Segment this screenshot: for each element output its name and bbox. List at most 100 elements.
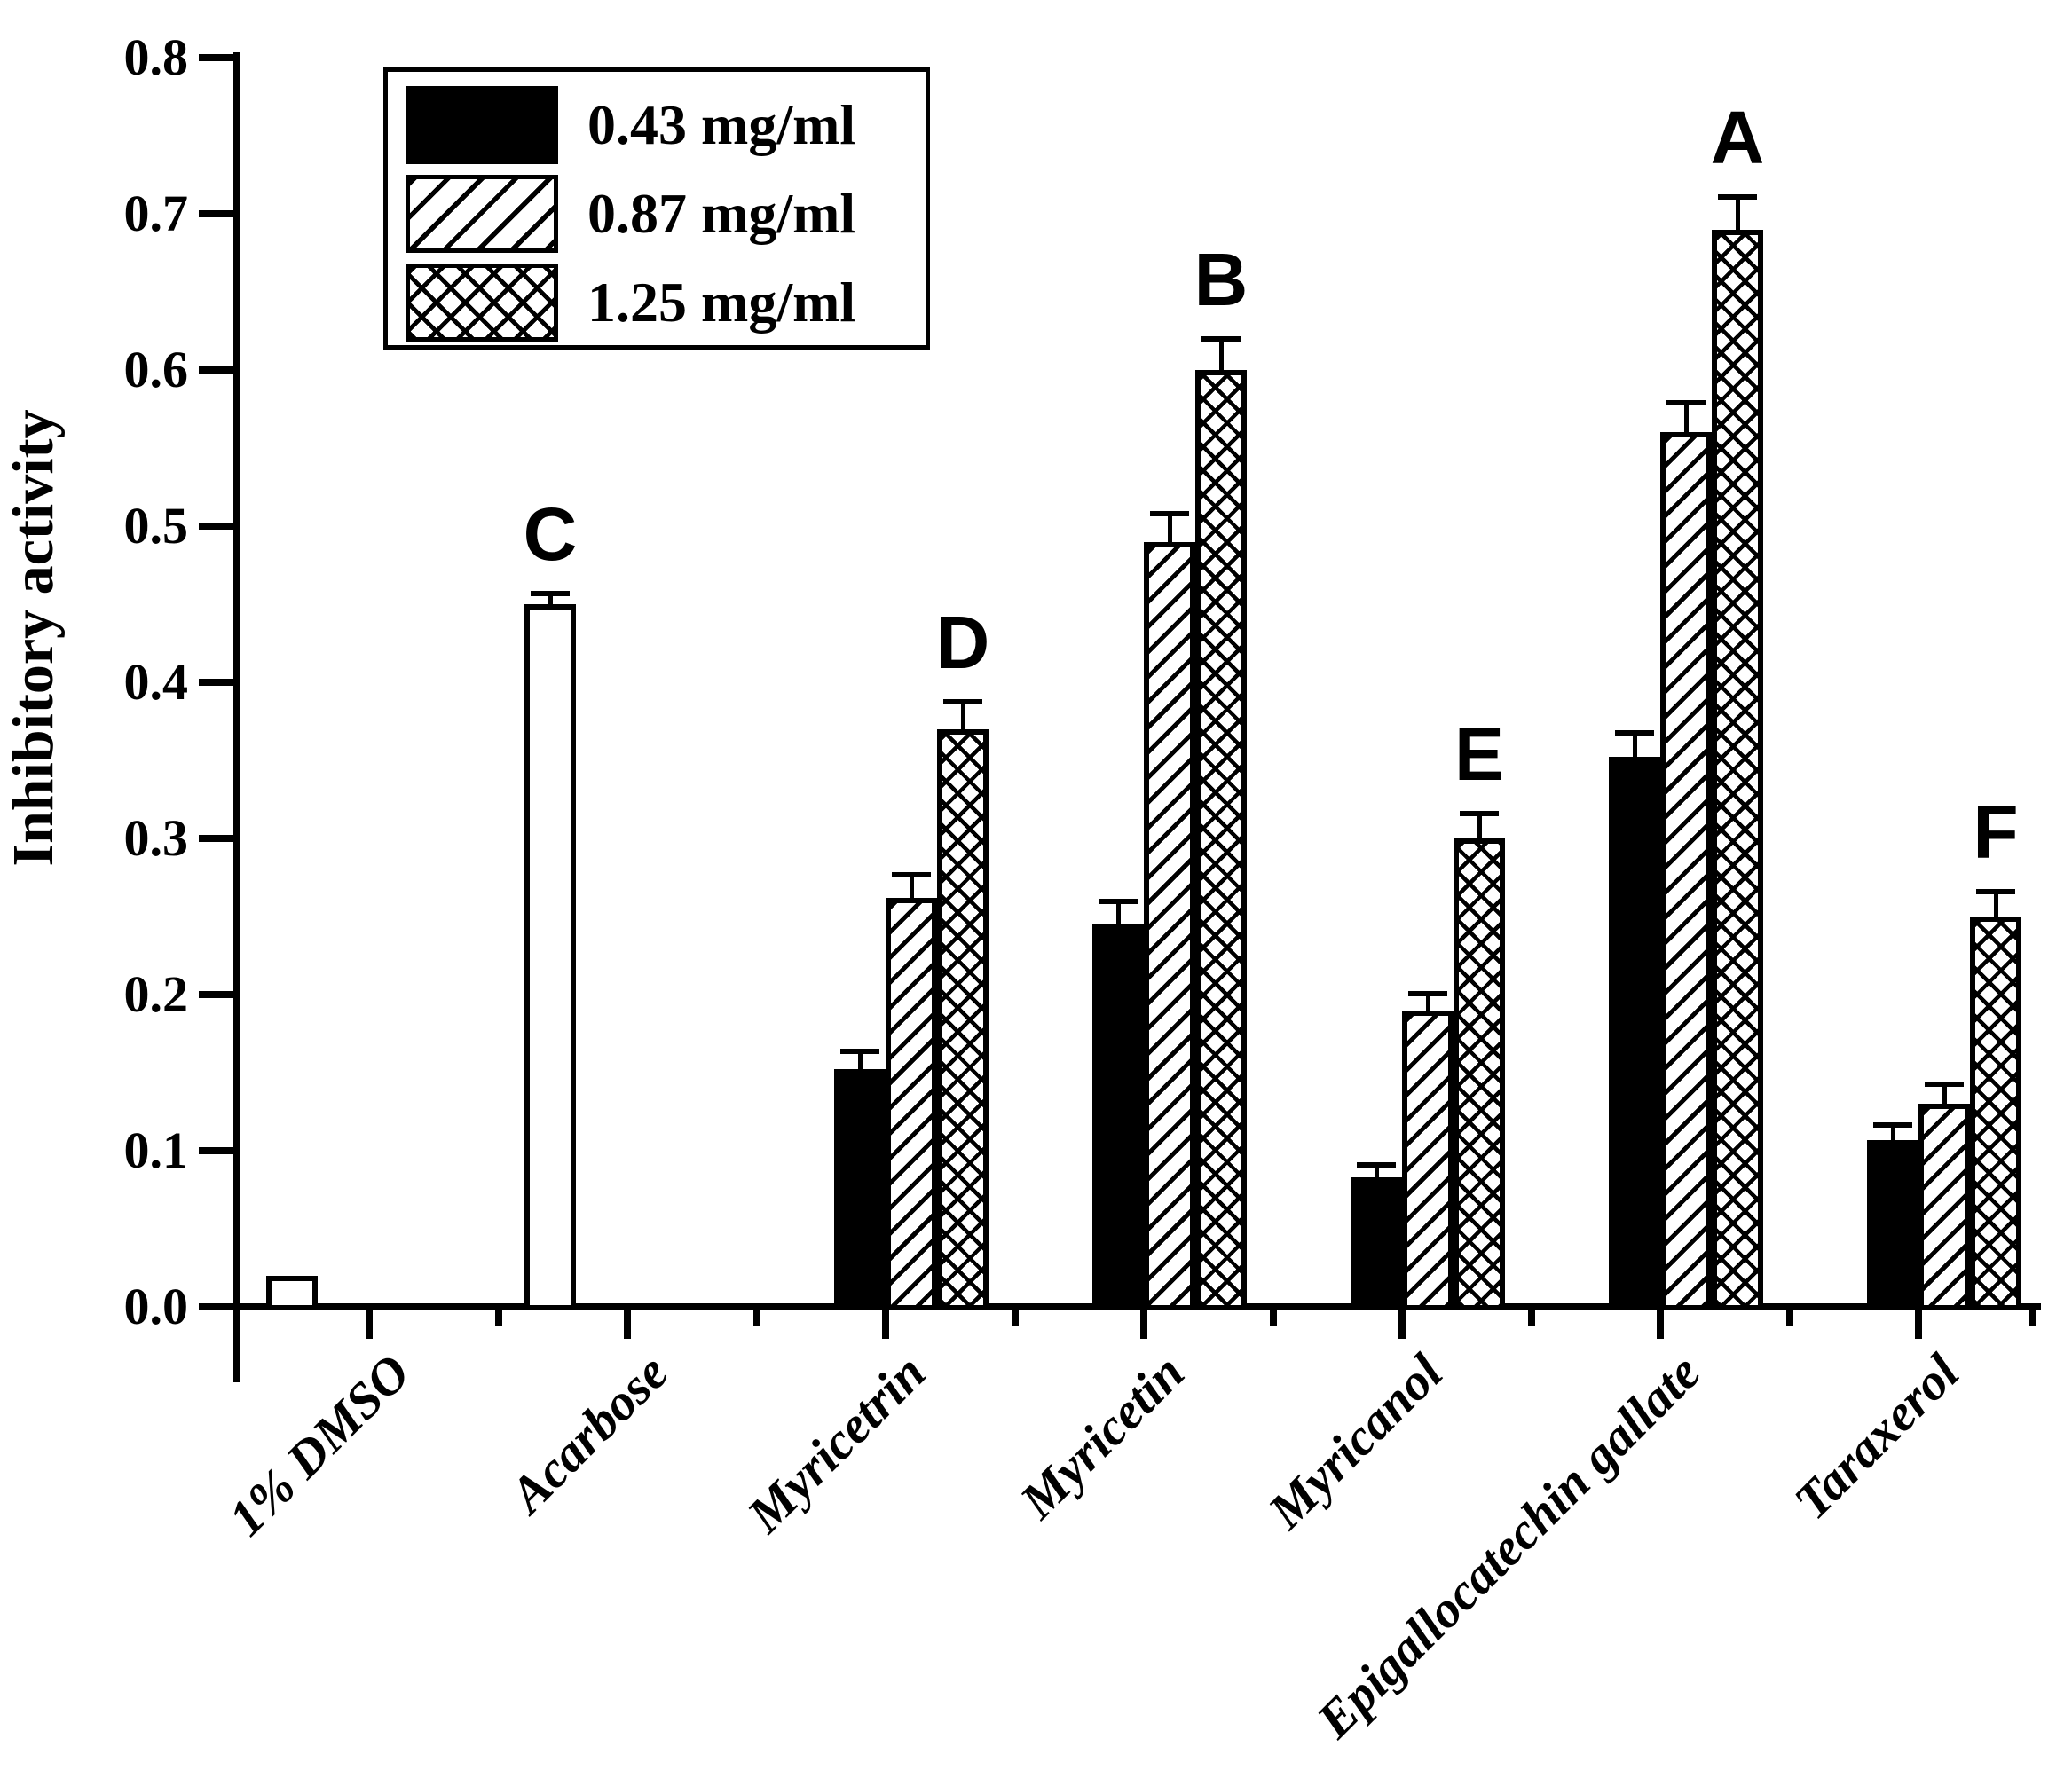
x-major-tick: [1657, 1310, 1664, 1339]
bar-cross: [1712, 230, 1763, 1310]
significance-letter: B: [1194, 238, 1249, 322]
error-bar-cap: [1201, 336, 1241, 342]
significance-letter: A: [1710, 96, 1765, 180]
error-bar-stem: [1632, 735, 1637, 757]
error-bar-stem: [1374, 1168, 1379, 1177]
y-tick: [199, 210, 240, 217]
y-tick: [199, 991, 240, 998]
error-bar-cap: [1099, 898, 1138, 904]
x-major-tick: [1140, 1310, 1147, 1339]
x-major-tick: [1398, 1310, 1406, 1339]
bar-cross: [1195, 370, 1247, 1310]
legend: 0.43 mg/ml 0.87 mg/ml 1.25 mg/ml: [383, 67, 930, 350]
significance-letter: E: [1454, 712, 1505, 797]
x-minor-tick: [1011, 1310, 1019, 1326]
y-tick: [199, 1303, 240, 1310]
error-bar-stem: [1993, 894, 1998, 917]
x-minor-tick: [752, 1310, 760, 1326]
legend-swatch-solid-black: [406, 86, 558, 164]
x-category-label: Acarbose: [498, 1342, 679, 1524]
bar-cross: [937, 729, 989, 1310]
x-minor-tick: [1527, 1310, 1535, 1326]
x-minor-tick: [1785, 1310, 1793, 1326]
error-bar-cap: [531, 591, 570, 597]
y-tick-label: 0.5: [123, 497, 189, 555]
bar-solid: [1609, 757, 1660, 1310]
error-bar-stem: [1942, 1086, 1947, 1104]
y-tick: [199, 1147, 240, 1154]
significance-letter: F: [1973, 791, 2019, 875]
error-bar-stem: [1890, 1127, 1895, 1140]
y-tick-label: 0.4: [123, 653, 189, 711]
error-bar-cap: [1925, 1081, 1964, 1087]
bar-hatch: [1660, 432, 1712, 1310]
bar-cross: [1454, 838, 1505, 1310]
error-bar-stem: [1735, 200, 1740, 230]
x-major-tick: [366, 1310, 373, 1339]
x-minor-tick: [494, 1310, 502, 1326]
error-bar-stem: [548, 596, 553, 604]
error-bar-stem: [1683, 405, 1689, 432]
x-minor-tick: [2029, 1310, 2036, 1326]
y-tick: [199, 366, 240, 374]
bar-cross: [1970, 917, 2021, 1310]
x-minor-tick: [1269, 1310, 1277, 1326]
y-tick-label: 0.7: [123, 185, 189, 242]
legend-label: 1.25 mg/ml: [587, 271, 856, 334]
legend-label: 0.43 mg/ml: [587, 93, 856, 156]
error-bar-cap: [1718, 194, 1757, 201]
legend-swatch-diagonal-hatch: [406, 175, 558, 253]
legend-item: 0.87 mg/ml: [388, 175, 926, 253]
error-bar-stem: [909, 877, 914, 898]
error-bar-stem: [960, 704, 965, 729]
bar-open: [524, 604, 576, 1310]
error-bar-cap: [892, 872, 931, 877]
error-bar-cap: [1976, 889, 2015, 895]
x-category-label: Myricetin: [1008, 1342, 1195, 1530]
x-category-label: Myricetrin: [736, 1342, 937, 1544]
error-bar-cap: [840, 1048, 879, 1054]
y-tick: [199, 679, 240, 686]
y-tick: [199, 835, 240, 842]
error-bar-cap: [1357, 1162, 1396, 1168]
bar-hatch: [1402, 1011, 1454, 1310]
error-bar-stem: [1167, 516, 1172, 542]
bar-solid: [1351, 1177, 1402, 1310]
error-bar-cap: [943, 698, 982, 704]
y-tick-label: 0.3: [123, 809, 189, 867]
bar-solid: [1092, 924, 1144, 1310]
error-bar-cap: [1408, 990, 1447, 996]
x-category-label: 1% DMSO: [217, 1342, 421, 1547]
x-major-tick: [624, 1310, 631, 1339]
legend-swatch-crosshatch: [406, 264, 558, 342]
legend-item: 0.43 mg/ml: [388, 86, 926, 164]
error-bar-stem: [1425, 995, 1430, 1011]
error-bar-cap: [1460, 811, 1499, 817]
y-tick-label: 0.6: [123, 341, 189, 398]
significance-letter: D: [935, 600, 990, 684]
error-bar-stem: [1477, 816, 1482, 838]
error-bar-cap: [1873, 1121, 1912, 1128]
y-tick: [199, 54, 240, 61]
y-tick-label: 0.1: [123, 1121, 189, 1179]
x-category-label: Taraxerol: [1783, 1342, 1970, 1530]
bar-solid: [1867, 1140, 1918, 1310]
y-tick: [199, 523, 240, 530]
bar-hatch: [886, 898, 937, 1310]
y-tick-label: 0.2: [123, 965, 189, 1023]
x-major-tick: [1915, 1310, 1922, 1339]
x-major-tick: [882, 1310, 889, 1339]
error-bar-cap: [1150, 511, 1189, 517]
legend-item: 1.25 mg/ml: [388, 264, 926, 342]
error-bar-cap: [1615, 729, 1654, 736]
error-bar-stem: [857, 1053, 863, 1069]
error-bar-stem: [1115, 903, 1121, 924]
y-axis-line: [233, 52, 240, 1382]
bar-hatch: [1144, 542, 1195, 1310]
x-category-label: Myricanol: [1257, 1342, 1454, 1540]
y-tick-label: 0.8: [123, 28, 189, 86]
error-bar-cap: [1666, 400, 1706, 406]
error-bar-stem: [1218, 342, 1224, 370]
bar-hatch: [1918, 1104, 1970, 1310]
